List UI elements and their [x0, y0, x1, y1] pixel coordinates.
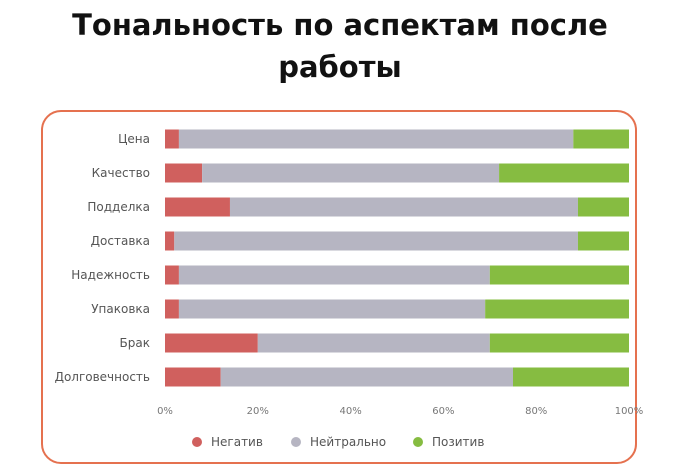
- x-tick-label: 20%: [247, 406, 269, 417]
- bar-segment-positive: [513, 367, 629, 387]
- legend-marker: [291, 437, 301, 447]
- chart-title: Тональность по аспектам после работы: [0, 4, 680, 88]
- legend-label: Негатив: [211, 435, 263, 449]
- category-label: Упаковка: [91, 302, 150, 316]
- bar-segment-neutral: [229, 197, 578, 217]
- bar-segment-neutral: [178, 299, 486, 319]
- bar-segment-positive: [577, 231, 629, 251]
- x-tick-label: 0%: [157, 406, 173, 417]
- bar-segment-neutral: [220, 367, 513, 387]
- category-label: Долговечность: [55, 370, 150, 384]
- bar-segment-negative: [165, 129, 179, 149]
- bar-segment-positive: [485, 299, 629, 319]
- x-tick-label: 40%: [339, 406, 361, 417]
- bar-segment-negative: [165, 265, 179, 285]
- legend-marker: [413, 437, 423, 447]
- bar-segment-neutral: [174, 231, 578, 251]
- bar-segment-negative: [165, 231, 175, 251]
- category-label: Доставка: [91, 234, 150, 248]
- bar-segment-neutral: [178, 129, 574, 149]
- bar-segment-negative: [165, 333, 258, 353]
- bar-segment-neutral: [257, 333, 490, 353]
- bar-segment-positive: [499, 163, 629, 183]
- bar-segment-positive: [489, 333, 629, 353]
- category-label: Подделка: [87, 200, 150, 214]
- legend-label: Нейтрально: [310, 435, 386, 449]
- x-tick-label: 60%: [432, 406, 454, 417]
- category-label: Цена: [118, 132, 150, 146]
- bar-segment-positive: [577, 197, 629, 217]
- category-label: Качество: [92, 166, 150, 180]
- chart-title-line-2: работы: [278, 50, 402, 84]
- legend-marker: [192, 437, 202, 447]
- bar-segment-negative: [165, 367, 221, 387]
- bar-segment-negative: [165, 197, 230, 217]
- bar-segment-positive: [489, 265, 629, 285]
- bar-segment-positive: [573, 129, 629, 149]
- bar-segment-neutral: [178, 265, 490, 285]
- bar-segment-neutral: [202, 163, 500, 183]
- category-label: Надежность: [71, 268, 150, 282]
- x-tick-label: 100%: [615, 406, 644, 417]
- bar-segment-negative: [165, 299, 179, 319]
- x-tick-label: 80%: [525, 406, 547, 417]
- category-label: Брак: [120, 336, 150, 350]
- legend-label: Позитив: [432, 435, 484, 449]
- chart-title-line-1: Тональность по аспектам после: [72, 8, 608, 42]
- bar-segment-negative: [165, 163, 203, 183]
